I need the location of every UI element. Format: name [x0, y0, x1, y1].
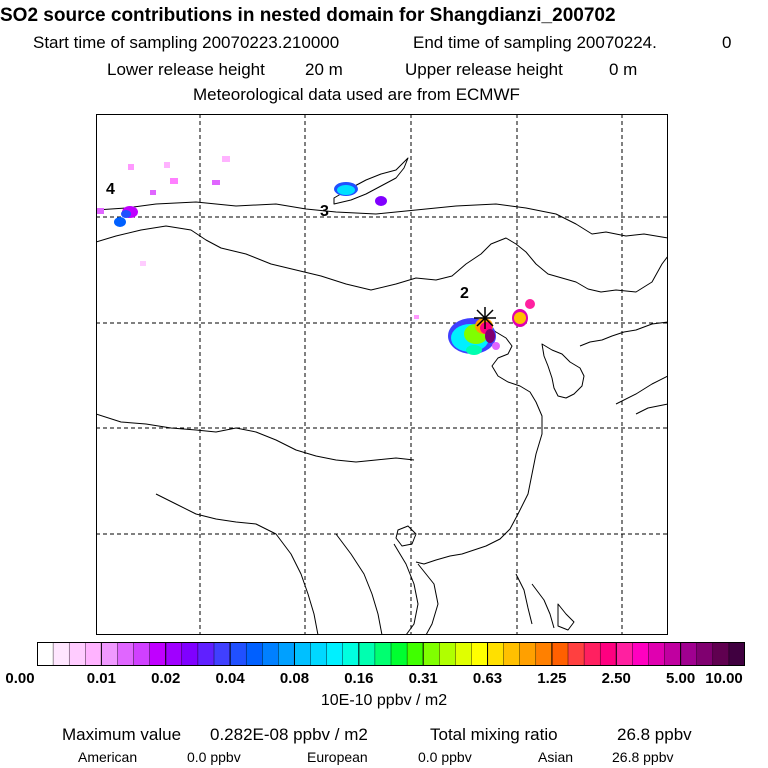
- colorbar-tick-label: 1.25: [537, 670, 567, 687]
- total-mixing-value: 26.8 ppbv: [617, 725, 692, 744]
- colorbar-cell: [229, 642, 247, 666]
- region-asian-value: 26.8 ppbv: [612, 749, 674, 765]
- start-time-text: Start time of sampling 20070223.210000: [33, 33, 340, 52]
- colorbar-cell: [599, 642, 617, 666]
- colorbar-cell: [37, 642, 54, 666]
- colorbar-tick-label: 10.00: [705, 670, 743, 687]
- colorbar-cell: [487, 642, 505, 666]
- colorbar-tick-label: 0.08: [279, 670, 310, 687]
- coastlines: [96, 157, 668, 635]
- colorbar-tick-label: 0.01: [86, 670, 116, 687]
- colorbar-cell: [117, 642, 135, 666]
- colorbar-cell: [85, 642, 103, 666]
- max-value-label: Maximum value: [62, 725, 182, 744]
- region-american-value: 0.0 ppbv: [187, 749, 241, 765]
- colorbar-cell: [310, 642, 328, 666]
- region-label-3: 3: [320, 203, 329, 220]
- colorbar-cell: [181, 642, 199, 666]
- colorbar-cell: [712, 642, 730, 666]
- colorbar-cell: [52, 642, 70, 666]
- colorbar-cell: [374, 642, 392, 666]
- colorbar-tick-label: 0.16: [344, 670, 374, 687]
- colorbar-cell: [101, 642, 119, 666]
- colorbar-cell: [471, 642, 489, 666]
- colorbar-cell: [133, 642, 151, 666]
- domain-map: 4 3 2: [96, 114, 668, 635]
- receptor-marker-icon: [474, 307, 496, 329]
- region-european-value: 0.0 ppbv: [418, 749, 472, 765]
- upper-height-label: Upper release height: [405, 60, 563, 79]
- colorbar-cell: [245, 642, 263, 666]
- region-american-label: American: [78, 749, 138, 765]
- colorbar-cell: [390, 642, 408, 666]
- colorbar-cell: [455, 642, 473, 666]
- colorbar-tick-label: 0.00: [5, 670, 35, 687]
- colorbar-cell: [358, 642, 376, 666]
- lower-height-label: Lower release height: [107, 60, 265, 79]
- total-mixing-label: Total mixing ratio: [430, 725, 558, 744]
- colorbar-cell: [616, 642, 634, 666]
- colorbar-cell: [165, 642, 183, 666]
- colorbar-cell: [535, 642, 553, 666]
- colorbar-cell: [728, 642, 745, 666]
- colorbar-cell: [406, 642, 424, 666]
- colorbar-tick-label: 0.31: [408, 670, 438, 687]
- region-label-4: 4: [106, 181, 115, 198]
- colorbar-cell: [294, 642, 312, 666]
- end-time-value: 0: [722, 33, 732, 52]
- colorbar-cell: [278, 642, 296, 666]
- colorbar-tick-label: 0.04: [215, 670, 245, 687]
- colorbar-cell: [149, 642, 167, 666]
- colorbar-cell: [262, 642, 280, 666]
- colorbar-cell: [68, 642, 86, 666]
- max-value: 0.282E-08 ppbv / m2: [210, 725, 368, 744]
- region-european-label: European: [307, 749, 368, 765]
- colorbar-cell: [664, 642, 682, 666]
- colorbar-cell: [632, 642, 650, 666]
- colorbar-units: 10E-10 ppbv / m2: [320, 692, 448, 709]
- colorbar-cell: [583, 642, 601, 666]
- colorbar-tick-label: 5.00: [666, 670, 696, 687]
- concentration-plumes: [96, 156, 535, 355]
- lower-height-value: 20 m: [305, 60, 343, 79]
- colorbar-cell: [197, 642, 215, 666]
- region-asian-label: Asian: [538, 749, 574, 765]
- met-data-text: Meteorological data used are from ECMWF: [193, 85, 520, 104]
- map-title: SO2 source contributions in nested domai…: [0, 5, 616, 26]
- colorbar-cell: [439, 642, 457, 666]
- colorbar-cell: [326, 642, 344, 666]
- colorbar-cell: [519, 642, 537, 666]
- colorbar-cell: [567, 642, 585, 666]
- colorbar: [37, 642, 745, 666]
- colorbar-cell: [680, 642, 698, 666]
- colorbar-cell: [213, 642, 231, 666]
- colorbar-cell: [422, 642, 440, 666]
- end-time-text: End time of sampling 20070224.: [413, 33, 657, 52]
- colorbar-cell: [503, 642, 521, 666]
- colorbar-tick-label: 0.02: [151, 670, 181, 687]
- colorbar-cell: [342, 642, 360, 666]
- graticule: [96, 114, 668, 635]
- region-label-2: 2: [460, 285, 469, 302]
- colorbar-tick-label: 0.63: [472, 670, 503, 687]
- colorbar-tick-label: 2.50: [601, 670, 631, 687]
- colorbar-cell: [551, 642, 569, 666]
- colorbar-cell: [696, 642, 714, 666]
- colorbar-cell: [648, 642, 666, 666]
- upper-height-value: 0 m: [609, 60, 638, 79]
